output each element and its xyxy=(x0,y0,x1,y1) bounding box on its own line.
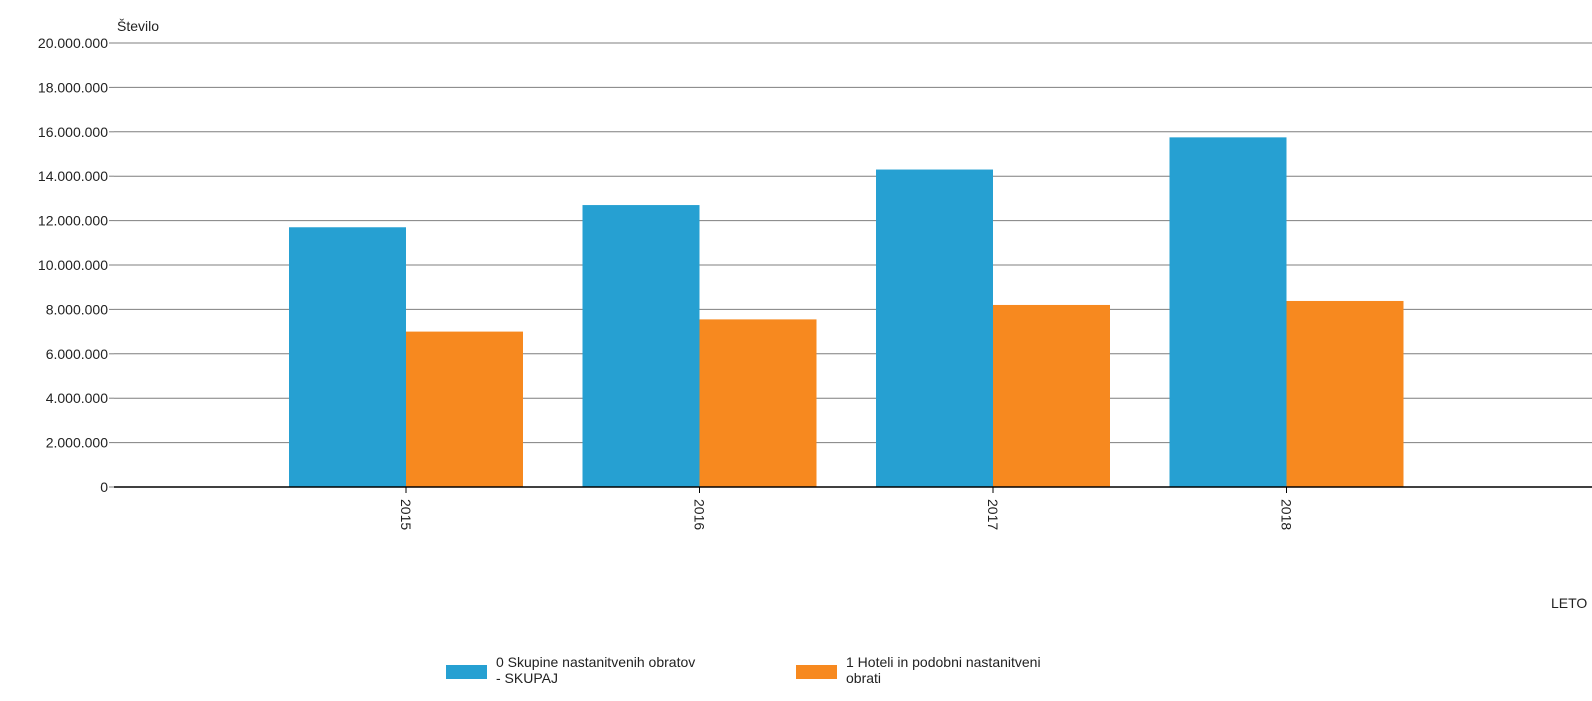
y-tick-label: 18.000.000 xyxy=(38,79,108,95)
y-tick-label: 12.000.000 xyxy=(38,213,108,229)
bar-hoteli-2017 xyxy=(993,304,1110,487)
x-tick-label: 2016 xyxy=(692,499,708,530)
x-tick-label: 2017 xyxy=(985,499,1001,530)
legend-label: - SKUPAJ xyxy=(496,670,558,686)
y-tick-label: 10.000.000 xyxy=(38,257,108,273)
bars xyxy=(289,137,1404,488)
bar-skupaj-2018 xyxy=(1169,137,1287,487)
bar-hoteli-2016 xyxy=(699,319,817,487)
y-tick-label: 14.000.000 xyxy=(38,168,108,184)
y-tick-label: 6.000.000 xyxy=(46,346,108,362)
x-tick-label: 2018 xyxy=(1279,499,1295,530)
x-tick-label: 2015 xyxy=(398,499,414,530)
legend-swatch xyxy=(796,665,837,679)
y-tick-label: 8.000.000 xyxy=(46,301,108,317)
legend-label: obrati xyxy=(846,670,881,686)
y-axis-ticks: 0 2.000.000 4.000.000 6.000.000 8.000.000 10.… xyxy=(38,35,114,495)
legend-label: 0 Skupine nastanitvenih obratov xyxy=(496,654,695,670)
bar-skupaj-2016 xyxy=(582,205,700,487)
bar-hoteli-2018 xyxy=(1286,300,1404,487)
y-axis-label: Število xyxy=(117,18,159,34)
legend-label: 1 Hoteli in podobni nastanitveni xyxy=(846,654,1041,670)
y-tick-label: 0 xyxy=(100,479,108,495)
y-tick-label: 4.000.000 xyxy=(46,390,108,406)
legend-swatch xyxy=(446,665,487,679)
y-tick-label: 16.000.000 xyxy=(38,124,108,140)
legend: 0 Skupine nastanitvenih obratov- SKUPAJ 1… xyxy=(446,654,1041,686)
bar-skupaj-2015 xyxy=(289,227,406,487)
y-tick-label: 2.000.000 xyxy=(46,435,108,451)
bar-skupaj-2017 xyxy=(876,169,993,488)
x-axis-label: LETO xyxy=(1551,595,1587,611)
y-tick-label: 20.000.000 xyxy=(38,35,108,51)
x-axis-ticks: 2015 2016 2017 2018 xyxy=(398,487,1295,530)
bar-hoteli-2015 xyxy=(406,331,523,487)
